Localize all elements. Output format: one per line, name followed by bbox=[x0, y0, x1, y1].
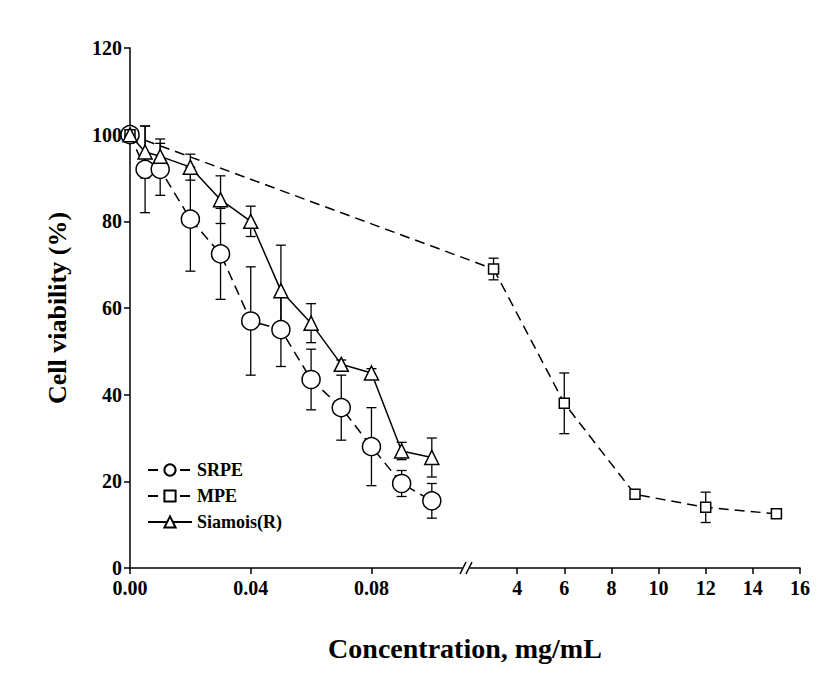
svg-text:0.00: 0.00 bbox=[113, 577, 148, 599]
svg-text:12: 12 bbox=[696, 577, 716, 599]
svg-text:Siamois(R): Siamois(R) bbox=[197, 512, 282, 533]
svg-text:14: 14 bbox=[743, 577, 763, 599]
svg-text:16: 16 bbox=[790, 577, 810, 599]
svg-text:10: 10 bbox=[649, 577, 669, 599]
svg-text:100: 100 bbox=[92, 124, 122, 146]
svg-text:SRPE: SRPE bbox=[197, 460, 243, 480]
svg-text:0: 0 bbox=[112, 557, 122, 579]
svg-text:Cell viability (%): Cell viability (%) bbox=[43, 212, 72, 404]
svg-text:80: 80 bbox=[102, 210, 122, 232]
svg-text:MPE: MPE bbox=[197, 486, 237, 506]
svg-text:120: 120 bbox=[92, 37, 122, 59]
svg-text:20: 20 bbox=[102, 470, 122, 492]
svg-text:4: 4 bbox=[512, 577, 522, 599]
svg-text:6: 6 bbox=[559, 577, 569, 599]
svg-text:60: 60 bbox=[102, 297, 122, 319]
svg-text:Concentration, mg/mL: Concentration, mg/mL bbox=[328, 633, 602, 664]
svg-text:0.08: 0.08 bbox=[354, 577, 389, 599]
svg-text:8: 8 bbox=[606, 577, 616, 599]
svg-text:0.04: 0.04 bbox=[233, 577, 268, 599]
svg-text:40: 40 bbox=[102, 384, 122, 406]
